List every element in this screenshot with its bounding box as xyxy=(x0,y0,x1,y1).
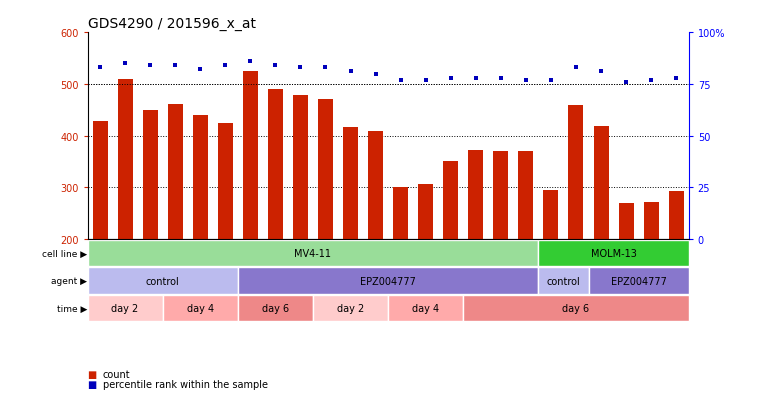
Bar xyxy=(393,188,408,240)
Bar xyxy=(237,268,539,294)
Bar xyxy=(268,90,283,240)
Text: ■: ■ xyxy=(88,379,97,389)
Bar xyxy=(493,152,508,240)
Bar xyxy=(588,268,689,294)
Bar xyxy=(518,152,533,240)
Text: control: control xyxy=(546,276,581,286)
Bar xyxy=(193,116,208,240)
Text: MOLM-13: MOLM-13 xyxy=(591,248,636,258)
Bar xyxy=(88,240,539,266)
Text: day 6: day 6 xyxy=(562,304,590,313)
Bar xyxy=(343,128,358,240)
Text: cell line ▶: cell line ▶ xyxy=(42,249,87,258)
Bar xyxy=(568,105,584,240)
Bar xyxy=(468,151,483,240)
Bar xyxy=(88,295,163,322)
Bar xyxy=(218,124,233,240)
Text: EPZ004777: EPZ004777 xyxy=(610,276,667,286)
Bar xyxy=(594,127,609,240)
Bar xyxy=(243,72,258,240)
Bar xyxy=(543,190,559,240)
Bar xyxy=(644,202,659,240)
Text: day 6: day 6 xyxy=(262,304,289,313)
Text: day 4: day 4 xyxy=(186,304,214,313)
Bar xyxy=(669,192,683,240)
Text: day 2: day 2 xyxy=(337,304,365,313)
Bar xyxy=(318,100,333,240)
Text: GDS4290 / 201596_x_at: GDS4290 / 201596_x_at xyxy=(88,17,256,31)
Bar xyxy=(419,184,433,240)
Bar xyxy=(293,96,308,240)
Text: count: count xyxy=(103,369,130,379)
Text: EPZ004777: EPZ004777 xyxy=(360,276,416,286)
Bar xyxy=(619,203,634,240)
Bar xyxy=(163,295,237,322)
Bar xyxy=(539,268,588,294)
Text: day 2: day 2 xyxy=(111,304,139,313)
Bar xyxy=(539,240,689,266)
Bar xyxy=(167,104,183,240)
Bar xyxy=(443,162,458,240)
Text: time ▶: time ▶ xyxy=(56,304,87,313)
Bar xyxy=(237,295,313,322)
Bar xyxy=(117,79,132,240)
Text: MV4-11: MV4-11 xyxy=(295,248,332,258)
Bar xyxy=(388,295,463,322)
Bar xyxy=(368,132,383,240)
Text: percentile rank within the sample: percentile rank within the sample xyxy=(103,379,268,389)
Bar xyxy=(142,110,158,240)
Bar xyxy=(463,295,689,322)
Bar xyxy=(93,122,107,240)
Text: control: control xyxy=(146,276,180,286)
Bar xyxy=(88,268,237,294)
Text: agent ▶: agent ▶ xyxy=(51,276,87,285)
Text: day 4: day 4 xyxy=(412,304,439,313)
Bar xyxy=(313,295,388,322)
Text: ■: ■ xyxy=(88,369,97,379)
